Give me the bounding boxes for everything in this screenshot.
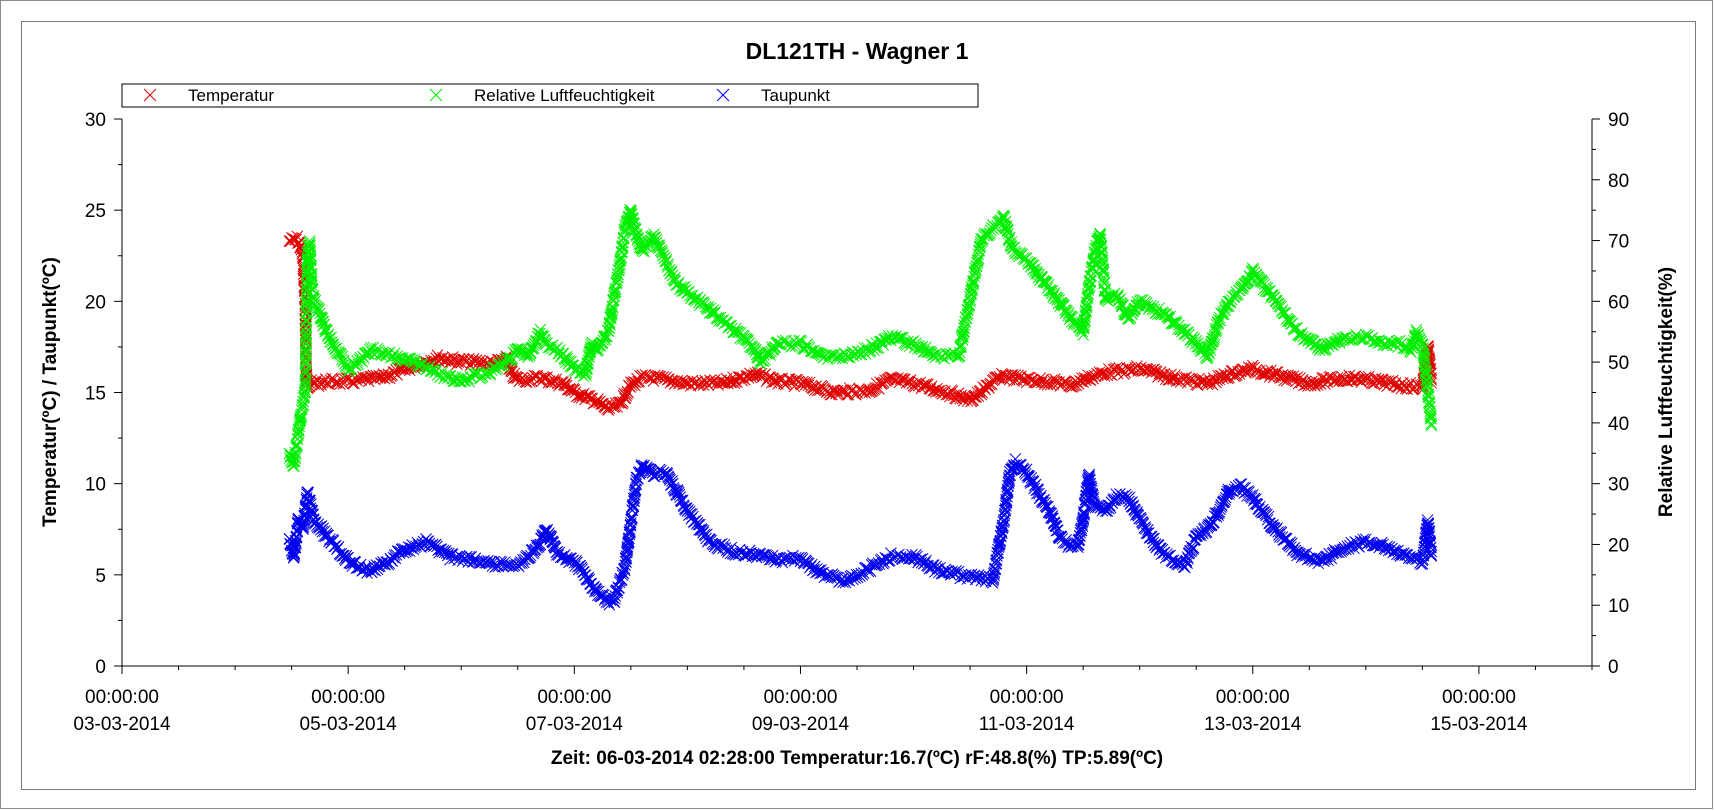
data-point bbox=[814, 384, 826, 396]
chart-title: DL121TH - Wagner 1 bbox=[746, 38, 969, 64]
legend: Temperatur Relative Luftfeuchtigkeit Taupu… bbox=[121, 83, 979, 108]
data-point bbox=[971, 386, 984, 399]
data-point bbox=[834, 385, 847, 397]
data-point bbox=[629, 477, 642, 489]
data-point bbox=[616, 397, 629, 410]
data-point bbox=[983, 382, 995, 394]
data-point bbox=[1425, 417, 1438, 430]
series-temperatur bbox=[283, 230, 1438, 416]
data-point bbox=[620, 390, 633, 402]
data-point bbox=[361, 372, 374, 384]
y-left-tick-label: 5 bbox=[95, 566, 106, 587]
data-point bbox=[507, 370, 519, 383]
y-right-tick-label: 30 bbox=[1608, 475, 1629, 496]
series-taupunkt bbox=[283, 453, 1438, 611]
data-point bbox=[702, 379, 715, 392]
x-tick-label-time: 00:00:00 bbox=[85, 687, 159, 708]
data-point bbox=[686, 374, 699, 387]
data-point bbox=[568, 384, 581, 396]
y-left-tick-label: 25 bbox=[85, 201, 106, 222]
data-point bbox=[990, 371, 1002, 384]
y-axis-right-title: Relative Luftfeuchtigkeit(%) bbox=[1656, 267, 1677, 517]
data-point bbox=[697, 379, 710, 391]
data-point bbox=[511, 372, 524, 384]
legend-box bbox=[121, 83, 979, 108]
data-point bbox=[660, 371, 673, 384]
x-tick-label-time: 00:00:00 bbox=[311, 687, 385, 708]
data-point bbox=[975, 388, 988, 401]
y-right-tick-label: 60 bbox=[1608, 292, 1629, 313]
data-point bbox=[725, 376, 738, 389]
legend-label: Relative Luftfeuchtigkeit bbox=[474, 86, 655, 105]
y-right-tick-label: 80 bbox=[1608, 171, 1629, 192]
data-point bbox=[869, 382, 882, 394]
x-tick-label-time: 00:00:00 bbox=[537, 687, 611, 708]
data-point bbox=[864, 385, 877, 398]
data-point bbox=[520, 376, 533, 388]
x-tick-label-time: 00:00:00 bbox=[1216, 687, 1290, 708]
x-tick-label-time: 00:00:00 bbox=[763, 687, 837, 708]
data-point bbox=[787, 375, 799, 388]
y-right-tick-label: 50 bbox=[1608, 353, 1629, 374]
data-point bbox=[950, 392, 963, 405]
x-tick-label-time: 00:00:00 bbox=[1442, 687, 1516, 708]
y-right-tick-label: 70 bbox=[1608, 232, 1629, 253]
data-point bbox=[1034, 372, 1047, 384]
data-point bbox=[597, 397, 609, 410]
y-right-tick-label: 40 bbox=[1608, 414, 1629, 435]
data-point bbox=[1425, 419, 1438, 432]
x-tick-label-date: 05-03-2014 bbox=[300, 714, 398, 735]
legend-label: Temperatur bbox=[188, 86, 274, 105]
y-axis-left-title: Temperatur(ºC) / Taupunkt(ºC) bbox=[40, 257, 61, 527]
series-relative-luftfeuchtigkeit bbox=[283, 204, 1438, 472]
x-tick-label-date: 09-03-2014 bbox=[752, 714, 850, 735]
x-tick-label-date: 11-03-2014 bbox=[979, 714, 1075, 735]
data-point bbox=[712, 379, 724, 391]
y-right-tick-label: 20 bbox=[1608, 535, 1629, 556]
x-tick-label-date: 15-03-2014 bbox=[1430, 714, 1528, 735]
legend-marker bbox=[143, 88, 157, 102]
data-point bbox=[904, 374, 917, 386]
x-tick-label-time: 00:00:00 bbox=[990, 687, 1064, 708]
legend-marker bbox=[716, 88, 730, 102]
y-left-tick-label: 15 bbox=[85, 384, 106, 405]
y-left-tick-label: 10 bbox=[85, 475, 106, 496]
y-right-tick-label: 0 bbox=[1608, 657, 1619, 678]
data-point bbox=[453, 353, 466, 365]
legend-label: Taupunkt bbox=[761, 86, 830, 105]
data-point bbox=[768, 376, 780, 388]
y-left-tick-label: 0 bbox=[95, 657, 106, 678]
data-point bbox=[534, 372, 547, 385]
data-point bbox=[808, 384, 821, 397]
data-point bbox=[314, 376, 326, 389]
x-tick-label-date: 13-03-2014 bbox=[1204, 714, 1302, 735]
y-left-tick-label: 20 bbox=[85, 292, 106, 313]
x-tick-label-date: 03-03-2014 bbox=[73, 714, 171, 735]
plot-area: 0 5 10 15 20 25 30 0 10 20 30 40 50 60 70 80 90 00:00:00 0… bbox=[73, 110, 1629, 735]
data-point bbox=[511, 372, 523, 384]
data-point bbox=[603, 316, 616, 329]
x-tick-label-date: 07-03-2014 bbox=[526, 714, 624, 735]
data-point bbox=[538, 371, 551, 384]
data-point bbox=[894, 373, 907, 385]
status-line: Zeit: 06-03-2014 02:28:00 Temperatur:16.… bbox=[551, 748, 1163, 769]
y-right-tick-label: 10 bbox=[1608, 596, 1629, 617]
y-right-tick-label: 90 bbox=[1608, 110, 1629, 131]
data-point bbox=[505, 363, 518, 376]
legend-marker bbox=[429, 88, 443, 102]
y-left-tick-label: 30 bbox=[85, 110, 106, 131]
